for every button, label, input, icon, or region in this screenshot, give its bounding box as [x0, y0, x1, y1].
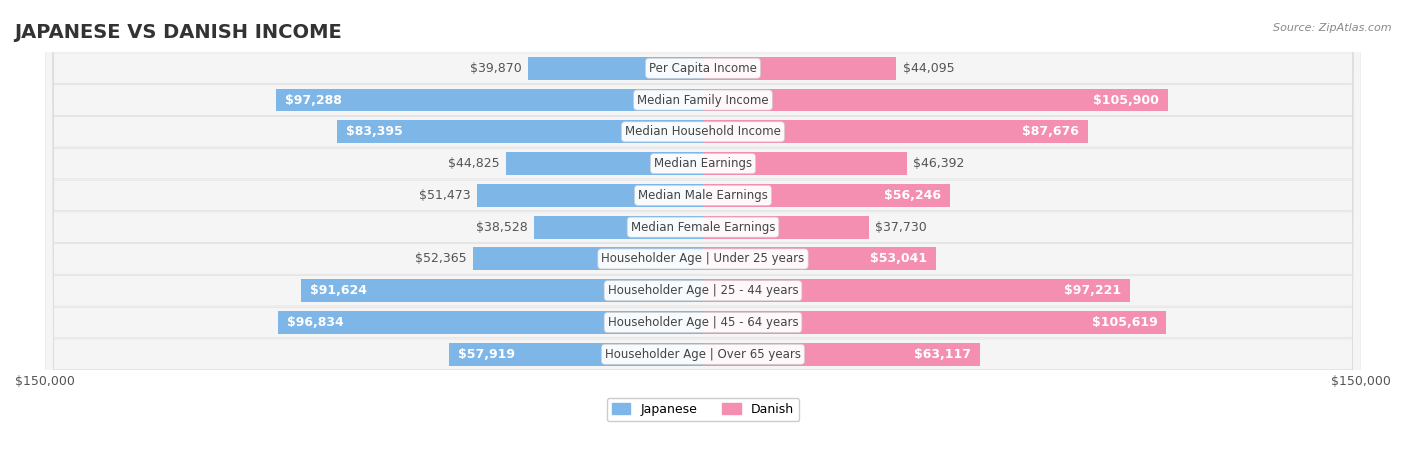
Text: $52,365: $52,365: [415, 253, 467, 265]
Bar: [534, 216, 703, 239]
Bar: [703, 152, 907, 175]
FancyBboxPatch shape: [45, 0, 1361, 467]
Bar: [703, 216, 869, 239]
Bar: [703, 57, 897, 80]
Text: $38,528: $38,528: [475, 221, 527, 234]
Text: $96,834: $96,834: [287, 316, 343, 329]
FancyBboxPatch shape: [45, 0, 1361, 467]
Text: Source: ZipAtlas.com: Source: ZipAtlas.com: [1274, 23, 1392, 33]
Bar: [703, 248, 936, 270]
Bar: [529, 57, 703, 80]
Bar: [703, 279, 1129, 302]
Bar: [337, 120, 703, 143]
Text: $53,041: $53,041: [870, 253, 927, 265]
Text: $105,619: $105,619: [1092, 316, 1157, 329]
FancyBboxPatch shape: [45, 0, 1361, 467]
Bar: [506, 152, 703, 175]
Bar: [703, 89, 1167, 112]
Text: Householder Age | 25 - 44 years: Householder Age | 25 - 44 years: [607, 284, 799, 297]
Text: $91,624: $91,624: [309, 284, 367, 297]
Text: Per Capita Income: Per Capita Income: [650, 62, 756, 75]
Text: Median Household Income: Median Household Income: [626, 125, 780, 138]
Text: $39,870: $39,870: [470, 62, 522, 75]
Text: $57,919: $57,919: [458, 348, 515, 361]
Text: Median Male Earnings: Median Male Earnings: [638, 189, 768, 202]
Text: $63,117: $63,117: [914, 348, 972, 361]
Text: Householder Age | Under 25 years: Householder Age | Under 25 years: [602, 253, 804, 265]
Text: Median Earnings: Median Earnings: [654, 157, 752, 170]
FancyBboxPatch shape: [45, 0, 1361, 467]
Text: $46,392: $46,392: [912, 157, 965, 170]
FancyBboxPatch shape: [45, 0, 1361, 467]
Bar: [703, 120, 1088, 143]
Text: Householder Age | 45 - 64 years: Householder Age | 45 - 64 years: [607, 316, 799, 329]
Text: $51,473: $51,473: [419, 189, 471, 202]
Text: Median Female Earnings: Median Female Earnings: [631, 221, 775, 234]
FancyBboxPatch shape: [45, 0, 1361, 467]
Text: $37,730: $37,730: [875, 221, 927, 234]
Bar: [703, 343, 980, 366]
Text: $83,395: $83,395: [346, 125, 402, 138]
FancyBboxPatch shape: [45, 0, 1361, 467]
FancyBboxPatch shape: [45, 0, 1361, 467]
Text: Median Family Income: Median Family Income: [637, 93, 769, 106]
Legend: Japanese, Danish: Japanese, Danish: [607, 398, 799, 421]
Text: $97,288: $97,288: [285, 93, 342, 106]
Bar: [474, 248, 703, 270]
Bar: [449, 343, 703, 366]
Bar: [477, 184, 703, 207]
Text: JAPANESE VS DANISH INCOME: JAPANESE VS DANISH INCOME: [14, 23, 342, 42]
Bar: [278, 311, 703, 334]
Text: $44,825: $44,825: [449, 157, 499, 170]
Bar: [703, 311, 1167, 334]
Text: $87,676: $87,676: [1022, 125, 1078, 138]
Bar: [703, 184, 950, 207]
FancyBboxPatch shape: [45, 0, 1361, 467]
Bar: [276, 89, 703, 112]
FancyBboxPatch shape: [45, 0, 1361, 467]
Text: $44,095: $44,095: [903, 62, 955, 75]
Text: $105,900: $105,900: [1092, 93, 1159, 106]
Text: $97,221: $97,221: [1063, 284, 1121, 297]
Text: $56,246: $56,246: [884, 189, 941, 202]
Text: Householder Age | Over 65 years: Householder Age | Over 65 years: [605, 348, 801, 361]
Bar: [301, 279, 703, 302]
